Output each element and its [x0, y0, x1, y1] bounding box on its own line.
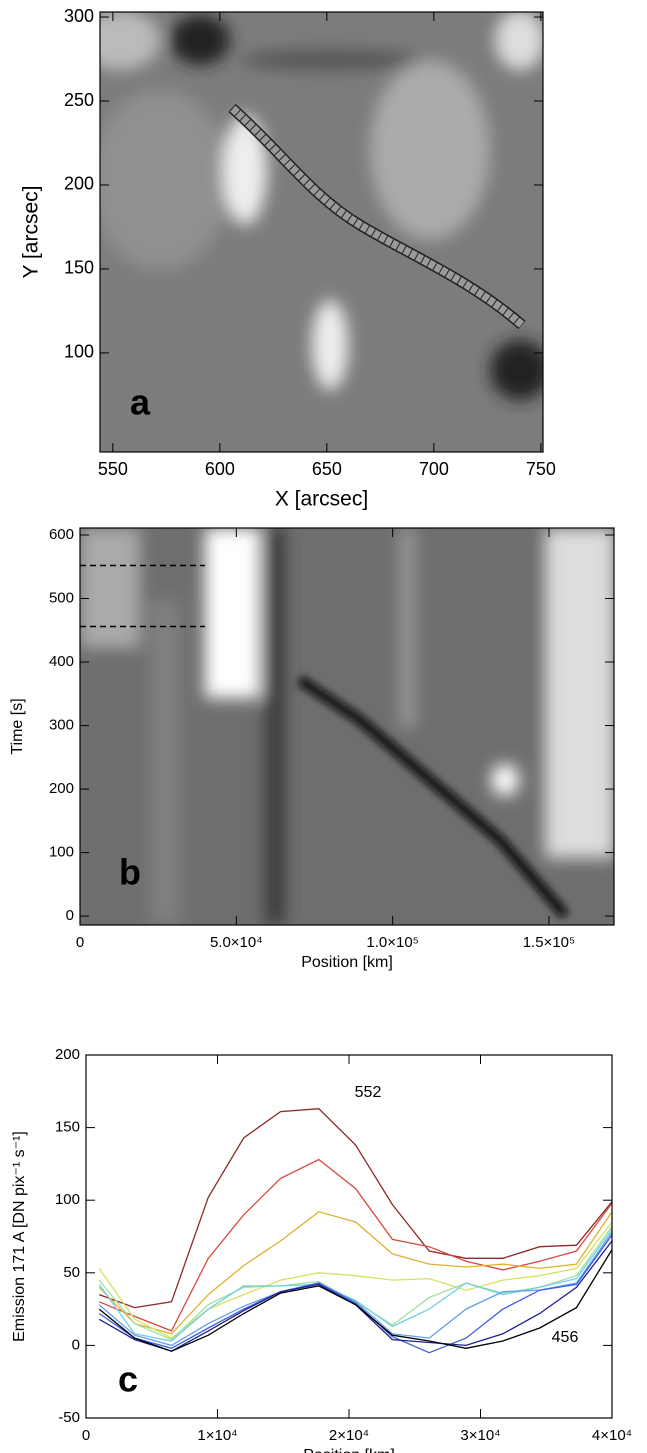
- series-line: [98, 1211, 612, 1335]
- x-tick-label: 550: [98, 459, 128, 479]
- series-line: [98, 1231, 612, 1347]
- x-tick-label: 1.5×10⁵: [523, 934, 576, 951]
- y-tick-label: 0: [66, 907, 74, 924]
- x-tick-label: 0: [76, 934, 84, 951]
- y-tick-label: 400: [49, 653, 74, 670]
- y-tick-label: 200: [49, 780, 74, 797]
- x-tick-label: 650: [312, 459, 342, 479]
- panel-label: a: [130, 382, 151, 423]
- x-tick-label: 750: [526, 459, 556, 479]
- image-a: [100, 12, 543, 452]
- y-tick-label: 600: [49, 526, 74, 543]
- y-tick-label: 100: [55, 1191, 80, 1208]
- x-axis-title: Position [km]: [303, 1447, 395, 1453]
- lines: [98, 1108, 612, 1354]
- series-line: [98, 1108, 612, 1309]
- annotation: 456: [552, 1329, 579, 1346]
- series-line: [98, 1228, 612, 1342]
- x-tick-label: 3×10⁴: [460, 1427, 500, 1444]
- y-tick-label: 200: [64, 174, 94, 194]
- x-tick-label: 600: [205, 459, 235, 479]
- plot-frame: [99, 11, 544, 453]
- plot-frame: [79, 527, 615, 926]
- y-tick-label: 250: [64, 90, 94, 110]
- x-tick-label: 1×10⁴: [197, 1427, 237, 1444]
- x-tick-label: 1.0×10⁵: [366, 934, 419, 951]
- y-tick-label: 100: [49, 844, 74, 861]
- y-tick-label: 300: [49, 717, 74, 734]
- x-axis-title: X [arcsec]: [275, 488, 368, 511]
- y-tick-label: 150: [64, 258, 94, 278]
- y-tick-label: 0: [72, 1336, 80, 1353]
- y-tick-label: -50: [58, 1409, 80, 1426]
- panel-label: c: [118, 1359, 138, 1400]
- series-line: [98, 1234, 612, 1354]
- y-axis-title: Y [arcsec]: [20, 186, 43, 279]
- series-line: [98, 1158, 612, 1332]
- y-axis-title: Emission 171 A [DN pix⁻¹ s⁻¹]: [11, 1131, 28, 1342]
- y-tick-label: 200: [55, 1046, 80, 1063]
- y-axis-title: Time [s]: [9, 698, 26, 754]
- image-b: [80, 528, 614, 925]
- panel-label: b: [119, 852, 141, 893]
- annotation: 552: [355, 1084, 382, 1101]
- y-tick-label: 150: [55, 1119, 80, 1136]
- x-tick-label: 4×10⁴: [592, 1427, 632, 1444]
- x-tick-label: 0: [82, 1427, 90, 1444]
- x-axis-title: Position [km]: [301, 954, 393, 971]
- x-tick-label: 2×10⁴: [329, 1427, 369, 1444]
- y-tick-label: 300: [64, 6, 94, 26]
- x-tick-label: 5.0×10⁴: [210, 934, 263, 951]
- y-tick-label: 50: [63, 1264, 80, 1281]
- y-tick-label: 500: [49, 589, 74, 606]
- plot-frame: [85, 1054, 613, 1419]
- x-tick-label: 700: [419, 459, 449, 479]
- series-line: [98, 1249, 612, 1352]
- y-tick-label: 100: [64, 342, 94, 362]
